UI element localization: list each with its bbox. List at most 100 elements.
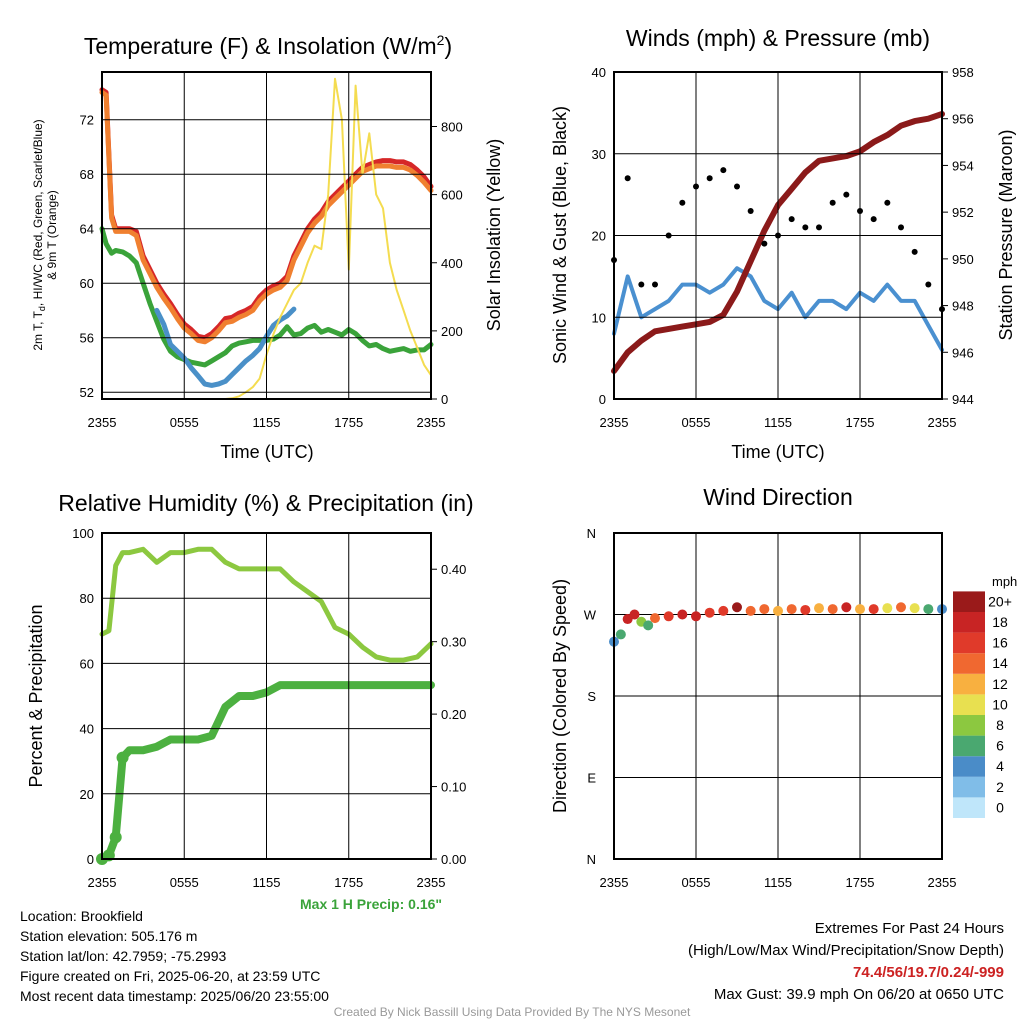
- extremes-box: Extremes For Past 24 Hours (High/Low/Max…: [688, 918, 1004, 1006]
- wind-panel-title: Winds (mph) & Pressure (mb): [626, 25, 930, 51]
- legend-swatch: [953, 673, 985, 695]
- wind-gust-point: [679, 199, 686, 206]
- dir-point: [896, 602, 906, 613]
- rh-ylabel-left: Percent & Precipitation: [26, 604, 46, 787]
- temp-ytick-label: 64: [80, 222, 94, 237]
- dir-point: [643, 620, 654, 631]
- wind-ytick-label: 40: [592, 65, 606, 80]
- wind-y2tick-label: 944: [952, 392, 974, 407]
- temp-ytick-label: 68: [80, 167, 94, 182]
- legend-label: 0: [996, 799, 1004, 815]
- dir-ytick-label: S: [587, 689, 596, 704]
- dir-point: [663, 611, 674, 622]
- rh-panel-title: Relative Humidity (%) & Precipitation (i…: [58, 490, 473, 516]
- dir-point: [773, 605, 783, 616]
- wind-xtick-label: 2355: [600, 415, 629, 430]
- wind-gust-point: [788, 216, 795, 223]
- rh-precip-point: [116, 751, 129, 764]
- wind-gust-point: [816, 224, 822, 231]
- wind-gust-point: [652, 281, 658, 288]
- legend-swatch: [953, 715, 985, 736]
- legend-label: 8: [996, 717, 1004, 733]
- legend-label: 18: [992, 614, 1008, 630]
- dir-point: [868, 604, 879, 615]
- temp-frame: [101, 71, 432, 400]
- temp-y2tick-label: 200: [441, 324, 463, 339]
- wind-gust-point: [884, 199, 891, 206]
- wind-gust-point: [638, 281, 645, 288]
- temp-panel-title-main: Temperature (F) & Insolation (W/m: [84, 33, 437, 59]
- info-recent: Most recent data timestamp: 2025/06/20 2…: [20, 988, 329, 1004]
- temp-panel-title-sup: 2: [437, 32, 445, 48]
- temp-series-wc: [154, 306, 297, 388]
- legend-label: 14: [992, 655, 1008, 671]
- wind-ytick-label: 0: [599, 392, 606, 407]
- dir-panel-title: Wind Direction: [703, 484, 853, 510]
- wind-gust-point: [802, 224, 809, 231]
- legend-label: 6: [996, 738, 1004, 754]
- temp-series-9m-t: [99, 89, 434, 345]
- wind-y2tick-label: 954: [952, 158, 974, 173]
- info-latlon: Station lat/lon: 42.7959; -75.2993: [20, 948, 227, 964]
- dir-point: [745, 605, 756, 616]
- wind-gust-point: [829, 199, 836, 206]
- legend-swatch: [953, 756, 985, 777]
- legend-swatch: [953, 776, 985, 798]
- legend-title: mph: [992, 574, 1017, 589]
- wind-gust-point: [747, 207, 754, 214]
- extremes-title: Extremes For Past 24 Hours: [814, 920, 1004, 937]
- extremes-values: 74.4/56/19.7/0.24/-999: [853, 964, 1004, 981]
- dir-point: [732, 602, 742, 613]
- wind-xtick-label: 0555: [682, 415, 711, 430]
- dir-point: [800, 604, 811, 615]
- station-info: Location: Brookfield Station elevation: …: [20, 906, 329, 1006]
- temp-xtick-label: 1155: [253, 415, 281, 430]
- temp-y2tick-label: 600: [441, 188, 463, 203]
- temp-panel-title-end: ): [444, 33, 452, 59]
- dir-point: [882, 603, 893, 614]
- rh-y2tick-label: 0.20: [441, 707, 466, 722]
- temp-ytick-label: 60: [80, 276, 94, 291]
- dir-point: [855, 604, 865, 615]
- rh-xtick-label: 1755: [334, 875, 363, 890]
- temp-ytick-label: 52: [80, 385, 94, 400]
- legend-swatch: [953, 735, 985, 757]
- dir-point: [841, 602, 852, 613]
- wind-gust-point: [898, 224, 904, 231]
- wind-gust-point: [870, 216, 877, 223]
- legend-swatch: [953, 797, 985, 818]
- wind-y2tick-label: 946: [952, 345, 974, 360]
- temp-ytick-label: 56: [80, 331, 94, 346]
- rh-frame: [101, 532, 432, 860]
- legend-label: 10: [992, 696, 1008, 712]
- dir-ylabel-left: Direction (Colored By Speed): [550, 579, 570, 813]
- legend-label: 16: [992, 635, 1008, 651]
- temp-ylabel-right: Solar Insolation (Yellow): [484, 139, 504, 331]
- rh-xtick-label: 2355: [417, 875, 446, 890]
- temp-xtick-label: 2355: [88, 415, 117, 430]
- rh-y2tick-label: 0.00: [441, 852, 466, 867]
- max-precip-label: Max 1 H Precip: 0.16": [300, 896, 443, 912]
- wind-gust-point: [911, 248, 918, 255]
- wind-y2tick-label: 948: [952, 299, 974, 314]
- rh-ytick-label: 40: [80, 722, 94, 737]
- wind-ylabel-left: Sonic Wind & Gust (Blue, Black): [550, 106, 570, 364]
- rh-y2tick-label: 0.10: [441, 780, 466, 795]
- wind-gust-point: [706, 175, 713, 182]
- extremes-max-gust: Max Gust: 39.9 mph On 06/20 at 0650 UTC: [713, 986, 1004, 1003]
- legend-label: 12: [992, 676, 1008, 692]
- dir-point: [786, 604, 797, 615]
- rh-ytick-label: 20: [80, 787, 94, 802]
- rh-xtick-label: 2355: [88, 875, 117, 890]
- wind-frame: [613, 71, 943, 400]
- temp-y2tick-label: 0: [441, 392, 448, 407]
- temp-ylabel-left-sub: d: [37, 306, 47, 311]
- dir-ytick-label: W: [584, 608, 597, 623]
- dir-point: [677, 609, 688, 620]
- wind-y2tick-label: 956: [952, 112, 974, 127]
- wind-gust-point: [843, 191, 850, 198]
- wind-xtick-label: 1755: [846, 415, 875, 430]
- temp-xlabel: Time (UTC): [220, 442, 313, 462]
- wind-gust-point: [925, 281, 932, 288]
- legend-swatch: [953, 694, 985, 715]
